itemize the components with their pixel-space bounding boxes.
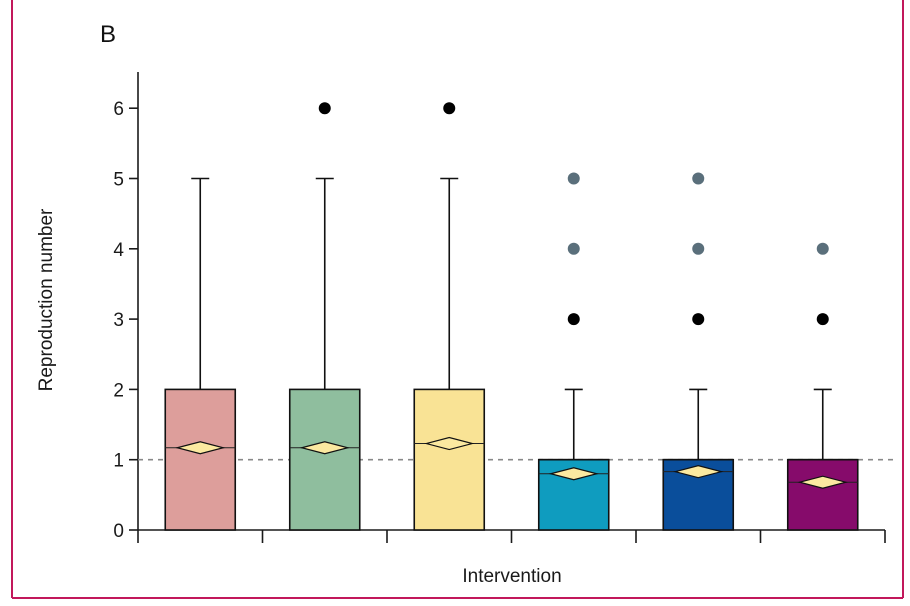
box (413, 388, 486, 531)
panel-label: B (100, 21, 116, 48)
plot-area: 0 1 2 3 4 5 6 (113, 72, 895, 543)
y-tick-label: 2 (113, 380, 124, 401)
outlier-point (567, 242, 580, 255)
outlier-point (567, 313, 580, 326)
mean-marker (548, 467, 600, 481)
outlier-point (443, 102, 456, 115)
outlier-point (567, 172, 580, 185)
box (786, 458, 859, 531)
x-axis-label: Intervention (462, 566, 561, 587)
y-tick-label: 5 (113, 170, 124, 191)
y-tick-label: 0 (113, 521, 124, 542)
outlier-point (816, 313, 829, 326)
y-axis-label: Reproduction number (36, 208, 57, 391)
mean-marker (299, 441, 351, 455)
outlier-point (692, 313, 705, 326)
box (164, 388, 237, 531)
outlier-point (816, 242, 829, 255)
mean-marker (797, 475, 849, 489)
y-tick-label: 6 (113, 99, 124, 120)
y-tick-label: 4 (113, 240, 124, 261)
mean-marker (423, 436, 475, 451)
y-tick-label: 1 (113, 451, 124, 472)
outlier-point (692, 242, 705, 255)
y-tick-label: 3 (113, 310, 124, 331)
outlier-point (692, 172, 705, 185)
box (288, 388, 361, 531)
mean-marker (174, 441, 226, 455)
mean-marker (672, 465, 724, 479)
outlier-point (318, 102, 331, 115)
